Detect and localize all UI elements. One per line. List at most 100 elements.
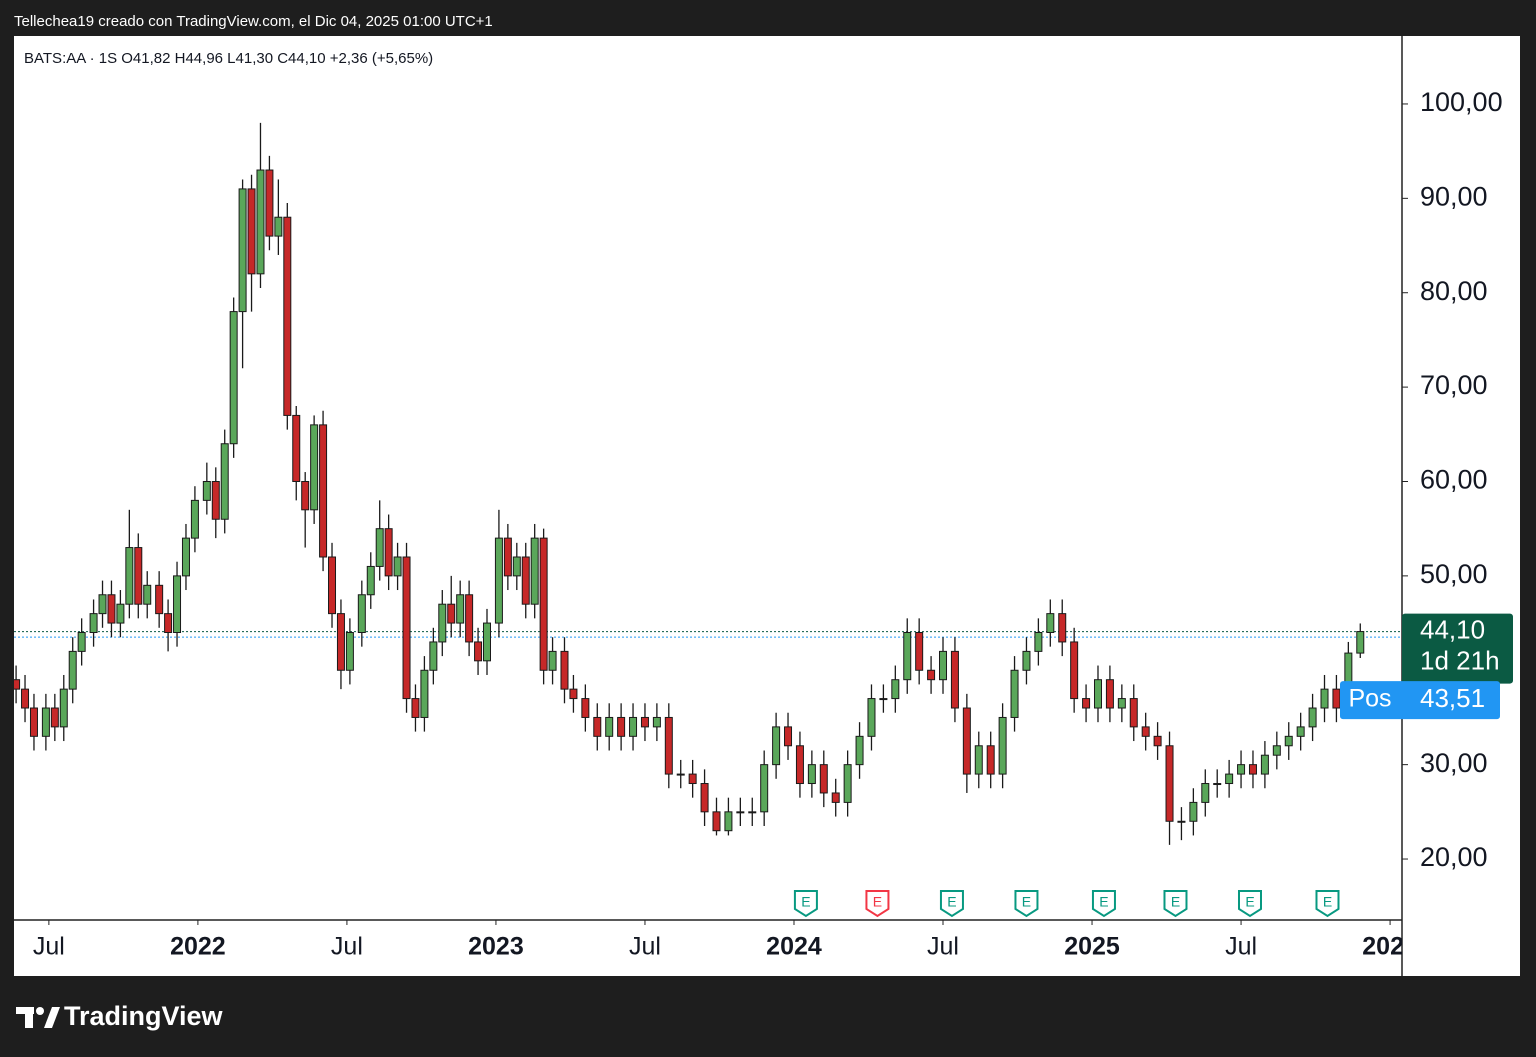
candle-body (1058, 613, 1067, 643)
candle-body (676, 773, 685, 776)
chart-panel (14, 36, 1520, 976)
candle-body (59, 688, 68, 728)
candle-body (772, 726, 781, 766)
earnings-label: E (947, 894, 956, 910)
candle-body (548, 650, 557, 671)
x-tick-label: 2025 (1064, 933, 1120, 961)
last-price-label: 44,10 (1420, 614, 1485, 644)
candle-body (1117, 698, 1126, 709)
candle-body (748, 811, 757, 814)
earnings-marker (1163, 890, 1188, 918)
candle-body (581, 698, 590, 718)
earnings-label: E (873, 894, 882, 910)
candle-body (1296, 726, 1305, 737)
candle-body (375, 528, 384, 567)
candle-body (1010, 669, 1019, 718)
candle-body (539, 537, 548, 671)
candle-body (265, 169, 274, 237)
position-label: 43,51 (1420, 683, 1485, 713)
candle-body (238, 188, 247, 313)
candle-body (393, 556, 402, 577)
x-tick-label: Jul (1225, 933, 1257, 961)
logo-part (44, 1007, 60, 1028)
x-tick-label: Jul (927, 933, 959, 961)
y-tick-label: 80,00 (1420, 276, 1488, 306)
earnings-marker (1315, 890, 1340, 918)
candle-body (640, 716, 649, 728)
candle-body (1129, 698, 1138, 728)
x-tick-label: Jul (33, 933, 65, 961)
candle-body (173, 575, 182, 634)
time-axis: Jul 2022 Jul 2023 Jul 2024 Jul 2025 Jul 2026 (33, 920, 1402, 961)
candle-body (530, 537, 539, 605)
candle-body (164, 613, 173, 634)
candle-body (1022, 650, 1031, 671)
legend: BATS:AA · 1S O41,82 H44,96 L41,30 C44,10… (24, 50, 433, 67)
candle-body (384, 528, 393, 577)
candle-body (521, 556, 530, 605)
earnings-label: E (801, 894, 810, 910)
candle-body (41, 707, 50, 737)
countdown-label: 1d 21h (1420, 645, 1500, 675)
candle-body (879, 698, 888, 701)
candle-body (986, 745, 995, 775)
candle-body (474, 641, 483, 662)
candle-body (1046, 613, 1055, 634)
candle-body (998, 716, 1007, 775)
candle-body (89, 613, 98, 634)
x-tick-label: Jul (629, 933, 661, 961)
candle-body (420, 669, 429, 718)
candle-body (143, 584, 152, 605)
candle-body (1356, 631, 1365, 654)
candle-body (1189, 801, 1198, 822)
candle-body (1105, 679, 1114, 709)
candle-body (1272, 745, 1281, 756)
candle-body (202, 480, 211, 501)
candle-body (134, 547, 143, 605)
candle-body (1082, 698, 1091, 709)
earnings-marker (1238, 890, 1262, 918)
candle-body (736, 811, 745, 814)
earnings-label: E (1323, 894, 1332, 910)
earnings-label: E (1099, 894, 1108, 910)
candle-body (855, 735, 864, 766)
x-tick-label: Jul (331, 933, 363, 961)
earnings-label: E (1245, 894, 1254, 910)
candle-body (310, 424, 319, 511)
y-tick-label: 20,00 (1420, 842, 1488, 872)
candle-body (807, 764, 816, 785)
candle-body (247, 188, 256, 275)
candle-body (867, 698, 876, 737)
candle-body (181, 537, 190, 577)
y-tick-label: 50,00 (1420, 559, 1488, 589)
candle-body (1034, 632, 1043, 652)
candle-body (629, 716, 638, 737)
x-tick-label: 2023 (468, 933, 524, 961)
candle-body (107, 594, 116, 624)
candle-body (1153, 735, 1162, 747)
candle-body (229, 311, 238, 445)
brand-logo (16, 1007, 60, 1028)
x-tick-label: 2024 (766, 933, 822, 961)
candle-body (447, 603, 456, 624)
candle-body (283, 216, 292, 416)
candle-body (29, 707, 38, 737)
candle-body (688, 773, 697, 785)
candle-body (220, 443, 229, 520)
earnings-marker (1014, 890, 1039, 918)
candle-body (190, 499, 199, 539)
candle-body (962, 707, 971, 775)
candle-body (256, 169, 265, 275)
plot (14, 122, 1402, 845)
candle-body (843, 764, 852, 803)
candle-body (456, 594, 465, 624)
candle-body (974, 745, 983, 775)
candle-body (68, 650, 77, 690)
candle-body (724, 811, 733, 832)
candle-body (1332, 688, 1341, 709)
candle-body (617, 716, 626, 737)
earnings-label: E (1022, 894, 1031, 910)
candle-body (1248, 764, 1257, 775)
candle-body (1225, 773, 1234, 785)
